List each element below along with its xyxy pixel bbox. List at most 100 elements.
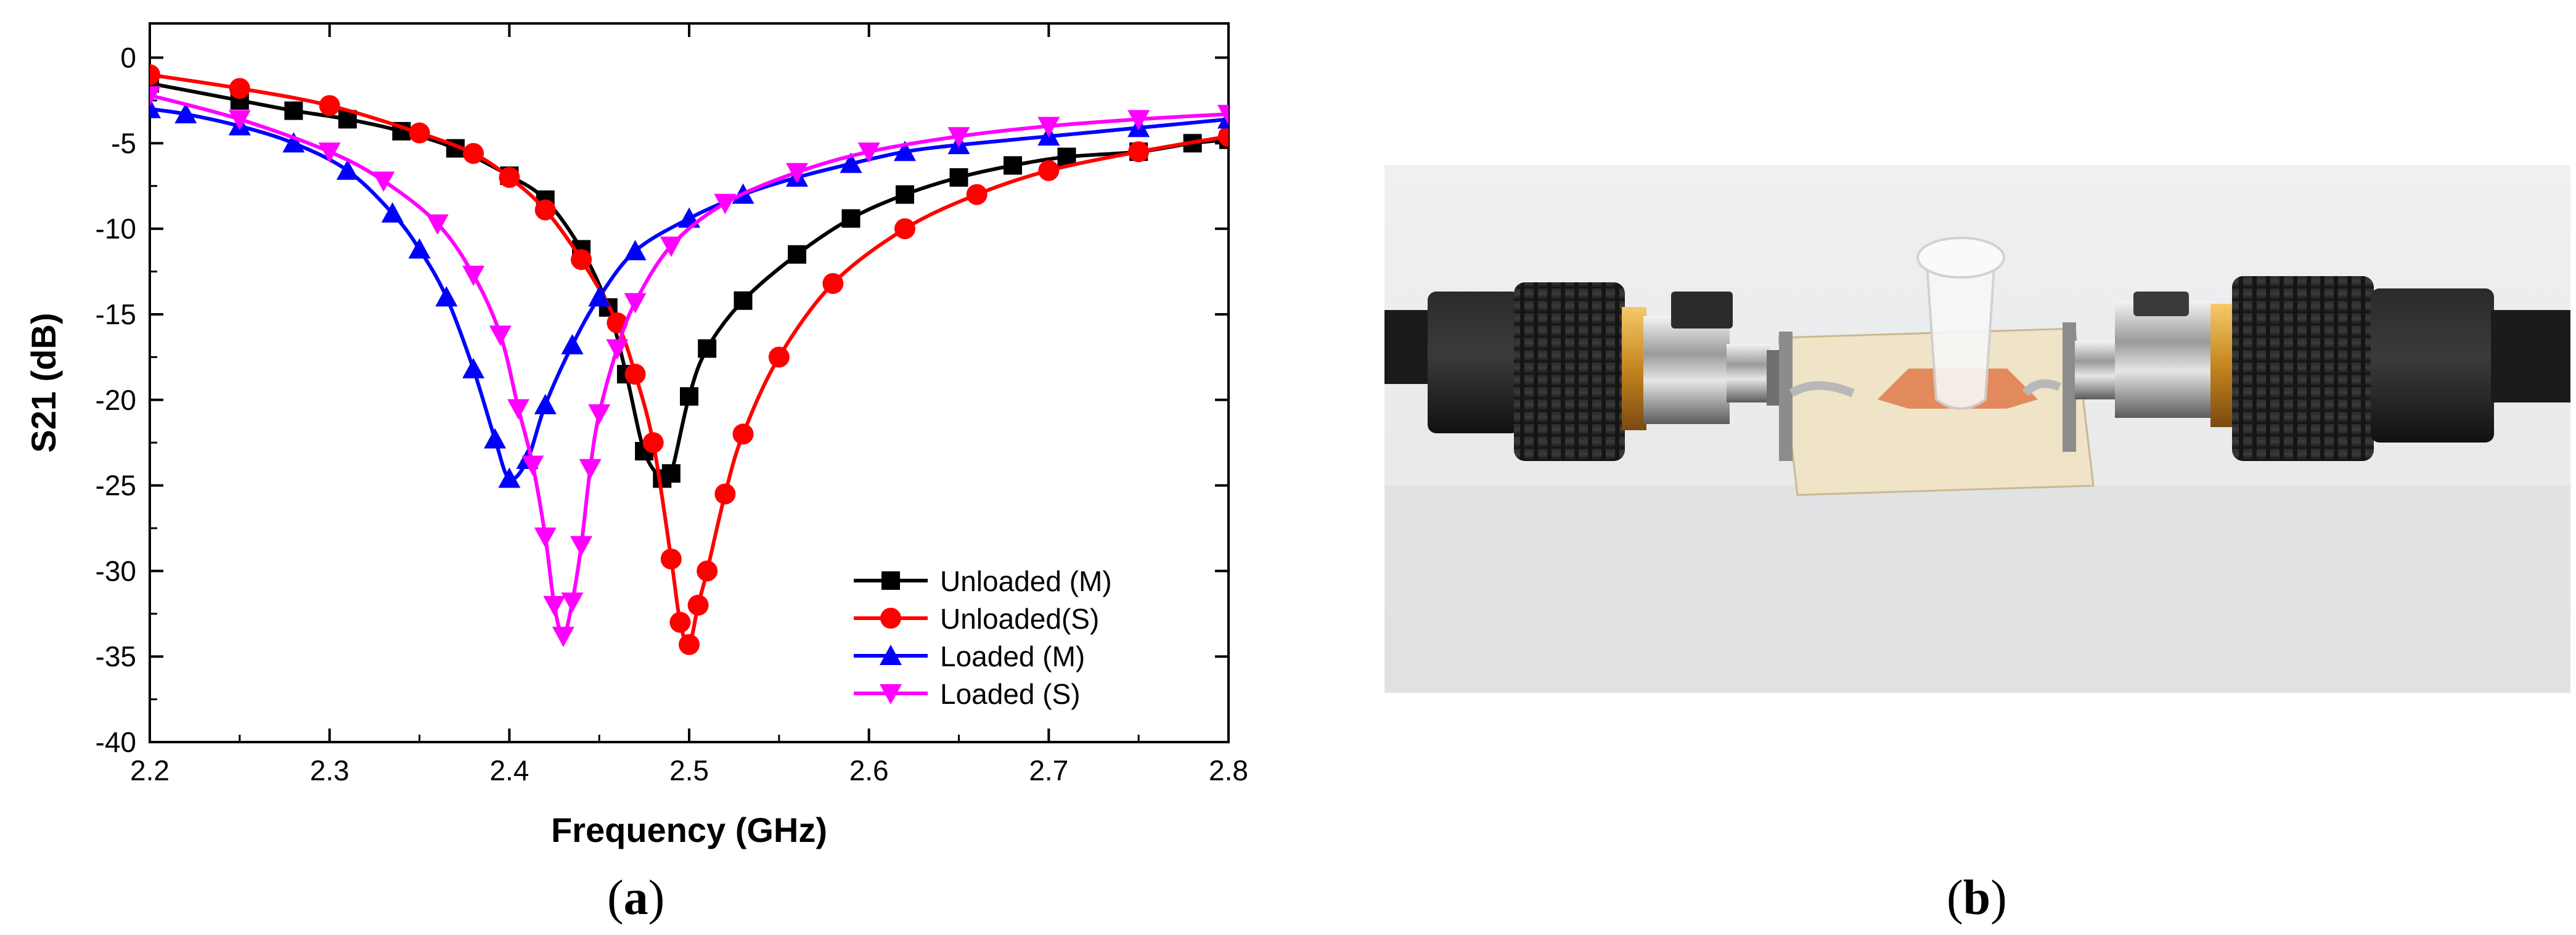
series-3-point [381, 202, 404, 223]
series-4-point [552, 626, 574, 647]
series-3-point [624, 240, 647, 261]
y-tick-label: -40 [96, 726, 136, 758]
x-tick-label: 2.5 [669, 754, 709, 786]
series-3-point [534, 394, 557, 415]
x-tick-label: 2.3 [310, 754, 350, 786]
y-tick-label: 0 [120, 42, 136, 74]
legend-label-1: Unloaded (M) [940, 565, 1112, 597]
caption-b: (b) [1947, 871, 2007, 925]
x-tick-label: 2.7 [1029, 754, 1068, 786]
series-2-point [679, 634, 700, 655]
series-1-point [896, 185, 914, 204]
legend-marker-2 [880, 608, 901, 629]
legend-label-4: Loaded (S) [940, 678, 1081, 710]
series-4-point [624, 293, 647, 314]
series-2-point [687, 594, 709, 616]
series-3-point [435, 286, 458, 307]
y-tick-label: -5 [111, 127, 136, 159]
y-axis-label: S21 (dB) [24, 312, 63, 452]
series-1-point [788, 245, 806, 264]
series-2-point [409, 122, 430, 144]
table-shadow [1384, 486, 2570, 693]
series-2-point [1128, 141, 1150, 163]
series-3-point [561, 333, 584, 354]
series-1-point [734, 291, 753, 310]
series-4-point [570, 536, 592, 557]
series-3-point [840, 152, 862, 173]
series-3-point [894, 141, 916, 161]
series-4-point [857, 142, 880, 163]
series-2-point [499, 166, 520, 188]
right-cable-connector [2075, 276, 2570, 461]
series-1-point [949, 168, 968, 187]
series-4-point [786, 163, 808, 184]
series-1-point [680, 387, 698, 406]
series-2-point [966, 184, 987, 205]
series-1-point [841, 209, 861, 228]
series-2-point [571, 249, 592, 271]
series-2-point [642, 432, 664, 454]
sensor-photo [1384, 165, 2570, 693]
caption-b-letter: b [1963, 871, 1991, 925]
series-3-point [462, 357, 485, 378]
legend-marker-1 [881, 571, 900, 590]
series-2-point [319, 95, 340, 116]
series-3-point [484, 428, 506, 449]
series-4-point [579, 459, 602, 480]
series-2-point [1038, 160, 1060, 181]
y-tick-label: -25 [96, 470, 136, 502]
series-3-point [282, 132, 305, 153]
y-tick-label: -35 [96, 640, 136, 672]
series-4-point [561, 592, 584, 613]
series-4-point [660, 236, 682, 257]
series-3-point [408, 238, 431, 259]
series-2-point [1218, 126, 1229, 147]
series-4-point [372, 171, 395, 192]
caption-a-letter: a [623, 871, 648, 925]
series-4-point [318, 142, 341, 163]
series-4-point [947, 127, 970, 148]
legend-label-3: Loaded (M) [940, 640, 1085, 672]
series-2-point [768, 346, 790, 368]
series-1-point [1004, 156, 1022, 175]
x-tick-label: 2.2 [130, 754, 170, 786]
series-4-point [1127, 110, 1150, 131]
series-2-point [732, 423, 754, 445]
series-4-point [543, 595, 566, 616]
series-3-line [150, 107, 1229, 481]
series-4-point [588, 404, 611, 425]
series-4-point [521, 455, 544, 476]
series-2-point [822, 272, 844, 294]
series-4-point [462, 266, 485, 287]
series-1-point [284, 101, 303, 120]
axis-ticks: 2.2 2.3 2.4 2.5 2.6 2.7 2.8 0 -5 -10 -15 -20 -25 -30 -… [96, 23, 1248, 786]
left-cable-connector [1384, 282, 1785, 461]
y-tick-label: -20 [96, 384, 136, 416]
series-4-point [426, 214, 449, 235]
series-2-point [894, 218, 915, 240]
series-3-point [336, 159, 359, 180]
series-layer [150, 64, 1229, 655]
x-tick-label: 2.6 [849, 754, 889, 786]
y-tick-label: -15 [96, 298, 136, 330]
series-2-point [714, 483, 736, 505]
series-4-point [1037, 116, 1060, 137]
series-2-point [697, 560, 718, 582]
legend-label-2: Unloaded(S) [940, 603, 1099, 635]
series-4-point [606, 339, 629, 360]
series-2-point [624, 364, 646, 385]
x-axis-label: Frequency (GHz) [551, 810, 827, 849]
series-3-point [498, 467, 521, 488]
series-2-point [660, 548, 682, 570]
series-2-point [463, 142, 484, 164]
x-tick-label: 2.4 [489, 754, 529, 786]
series-4-point [534, 527, 557, 548]
legend-marker-4 [880, 684, 902, 704]
series-3-point [150, 97, 161, 118]
series-4-point [228, 110, 251, 131]
y-tick-label: -10 [96, 213, 136, 245]
series-2-point [669, 611, 691, 633]
y-tick-label: -30 [96, 555, 136, 587]
sensor-substrate [1778, 237, 2095, 496]
